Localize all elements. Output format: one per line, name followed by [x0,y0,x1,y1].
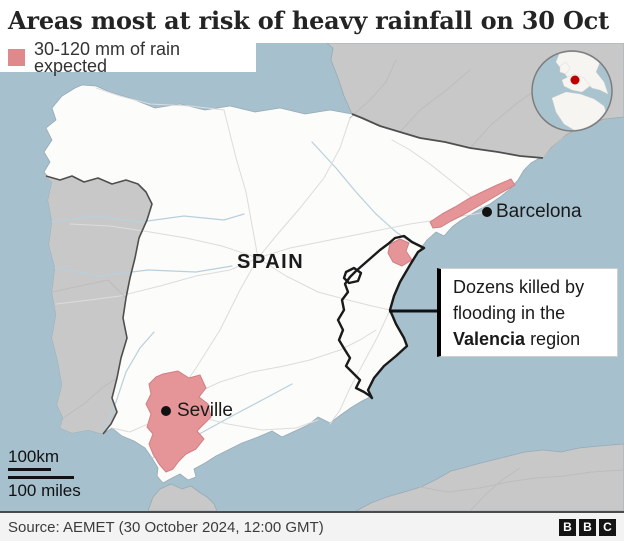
legend-swatch [8,49,25,66]
map-scale: 100km 100 miles [8,447,81,500]
callout-line-1: Dozens killed by [453,277,585,297]
morocco-landmass [147,483,218,512]
bbc-logo-block-b1: B [559,518,576,536]
spain-france-border [351,113,544,159]
portugal-landmass [46,176,152,434]
barcelona-dot [482,207,492,217]
bbc-logo: B B C [559,518,616,536]
title-band: Areas most at risk of heavy rainfall on … [0,0,624,43]
risk-area-catalonia [429,178,516,229]
scale-km-bar [8,468,51,471]
scale-miles-label: 100 miles [8,481,81,500]
page-title: Areas most at risk of heavy rainfall on … [8,6,609,35]
valencia-exclave-outline [342,266,363,285]
risk-area-andalusia [145,370,212,473]
legend-label: 30-120 mm of rain expected [34,38,181,76]
bbc-logo-block-b2: B [579,518,596,536]
seville-dot [161,406,171,416]
spain-portugal-border [45,175,153,435]
callout-line-3: Valencia region [453,326,609,352]
globe-british-isles [559,61,571,75]
north-africa-landmass [355,443,624,512]
valencia-region-outline [336,234,426,400]
scale-km-label: 100km [8,447,60,466]
valencia-callout: Dozens killed by flooding in the Valenci… [437,268,618,357]
globe-location-marker [570,75,580,85]
callout-valencia-bold: Valencia [453,329,526,349]
callout-line-2: flooding in the [453,303,566,323]
rivers [51,141,413,459]
rainfall-risk-areas [145,178,516,473]
footer: Source: AEMET (30 October 2024, 12:00 GM… [0,511,624,541]
legend: 30-120 mm of rain expected [0,38,256,76]
callout-region-text: region [525,329,581,349]
source-attribution: Source: AEMET (30 October 2024, 12:00 GM… [8,518,324,536]
bbc-logo-block-c: C [599,518,616,536]
scale-miles-bar [8,476,74,479]
